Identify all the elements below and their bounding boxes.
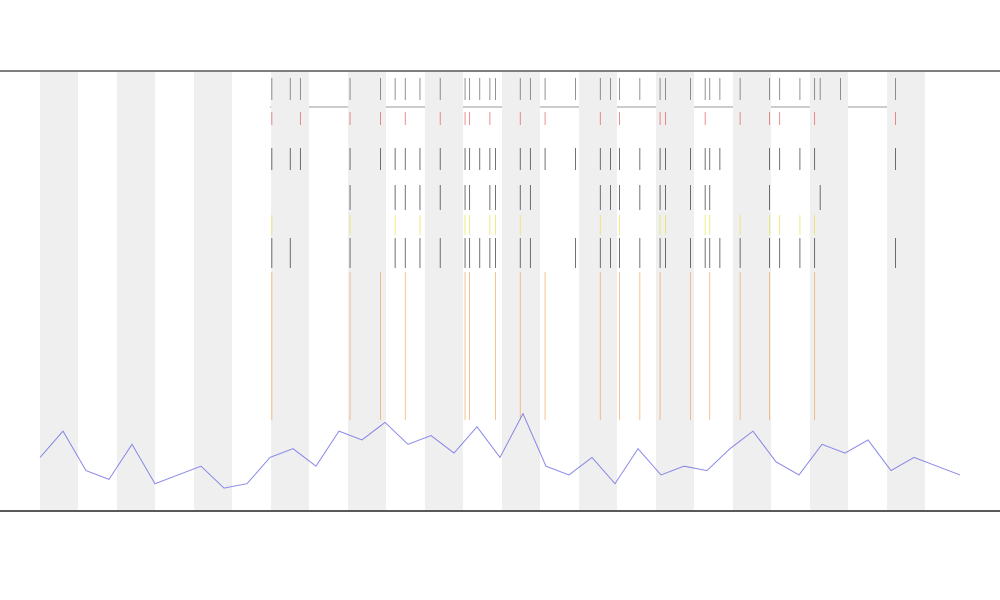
- band: [117, 72, 155, 510]
- signal-line: [39, 412, 961, 489]
- bands: [40, 72, 925, 510]
- band: [194, 72, 232, 510]
- band: [887, 72, 925, 510]
- band: [271, 72, 309, 510]
- band: [40, 72, 78, 510]
- band: [425, 72, 463, 510]
- band: [579, 72, 617, 510]
- lines: [39, 412, 961, 489]
- band: [502, 72, 540, 510]
- band: [656, 72, 694, 510]
- band: [733, 72, 771, 510]
- tracks: [271, 78, 896, 420]
- band: [810, 72, 848, 510]
